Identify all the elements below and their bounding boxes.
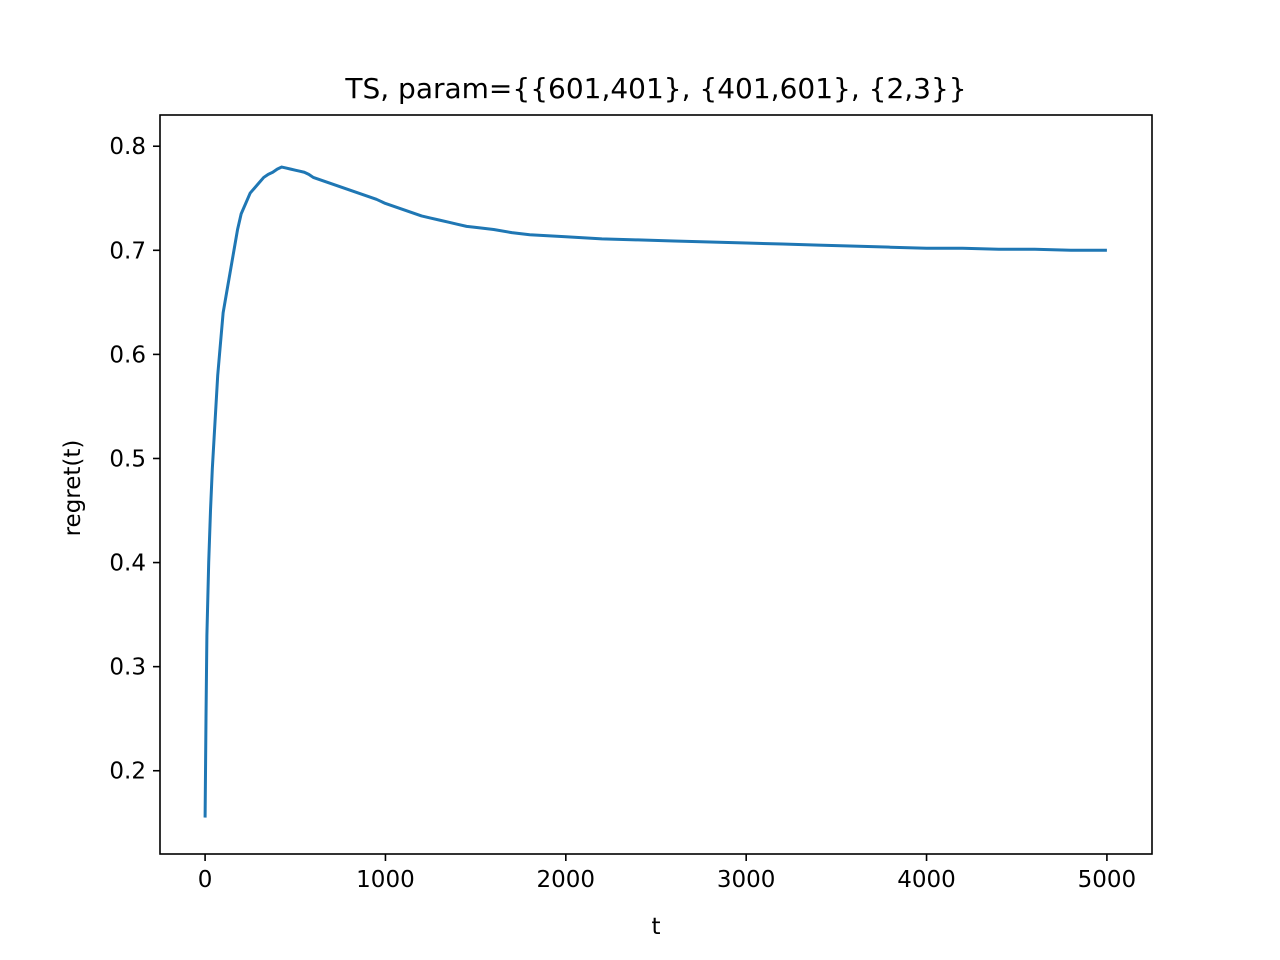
x-axis-ticks: 0 1000 2000 3000 4000 5000 bbox=[198, 854, 1136, 893]
series-line bbox=[203, 165, 1107, 818]
y-axis-ticks: 0.2 0.3 0.4 0.5 0.6 0.7 0.8 bbox=[109, 134, 160, 785]
plot-area bbox=[203, 165, 1107, 818]
y-tick-label: 0.8 bbox=[109, 134, 146, 160]
x-tick-label: 0 bbox=[198, 867, 213, 893]
x-tick-label: 3000 bbox=[717, 867, 776, 893]
y-tick-label: 0.2 bbox=[109, 759, 146, 785]
y-tick-label: 0.7 bbox=[109, 238, 146, 264]
y-tick-label: 0.6 bbox=[109, 342, 146, 368]
y-tick-label: 0.4 bbox=[109, 551, 146, 577]
x-tick-label: 2000 bbox=[537, 867, 596, 893]
x-tick-label: 5000 bbox=[1078, 867, 1137, 893]
x-axis-label: t bbox=[651, 914, 660, 940]
y-tick-label: 0.3 bbox=[109, 655, 146, 681]
y-tick-label: 0.5 bbox=[109, 446, 146, 472]
x-tick-label: 4000 bbox=[897, 867, 956, 893]
chart-title: TS, param={{601,401}, {401,601}, {2,3}} bbox=[344, 72, 966, 105]
x-tick-label: 1000 bbox=[356, 867, 415, 893]
axes-frame bbox=[159, 114, 1153, 855]
y-axis-label: regret(t) bbox=[60, 440, 86, 537]
